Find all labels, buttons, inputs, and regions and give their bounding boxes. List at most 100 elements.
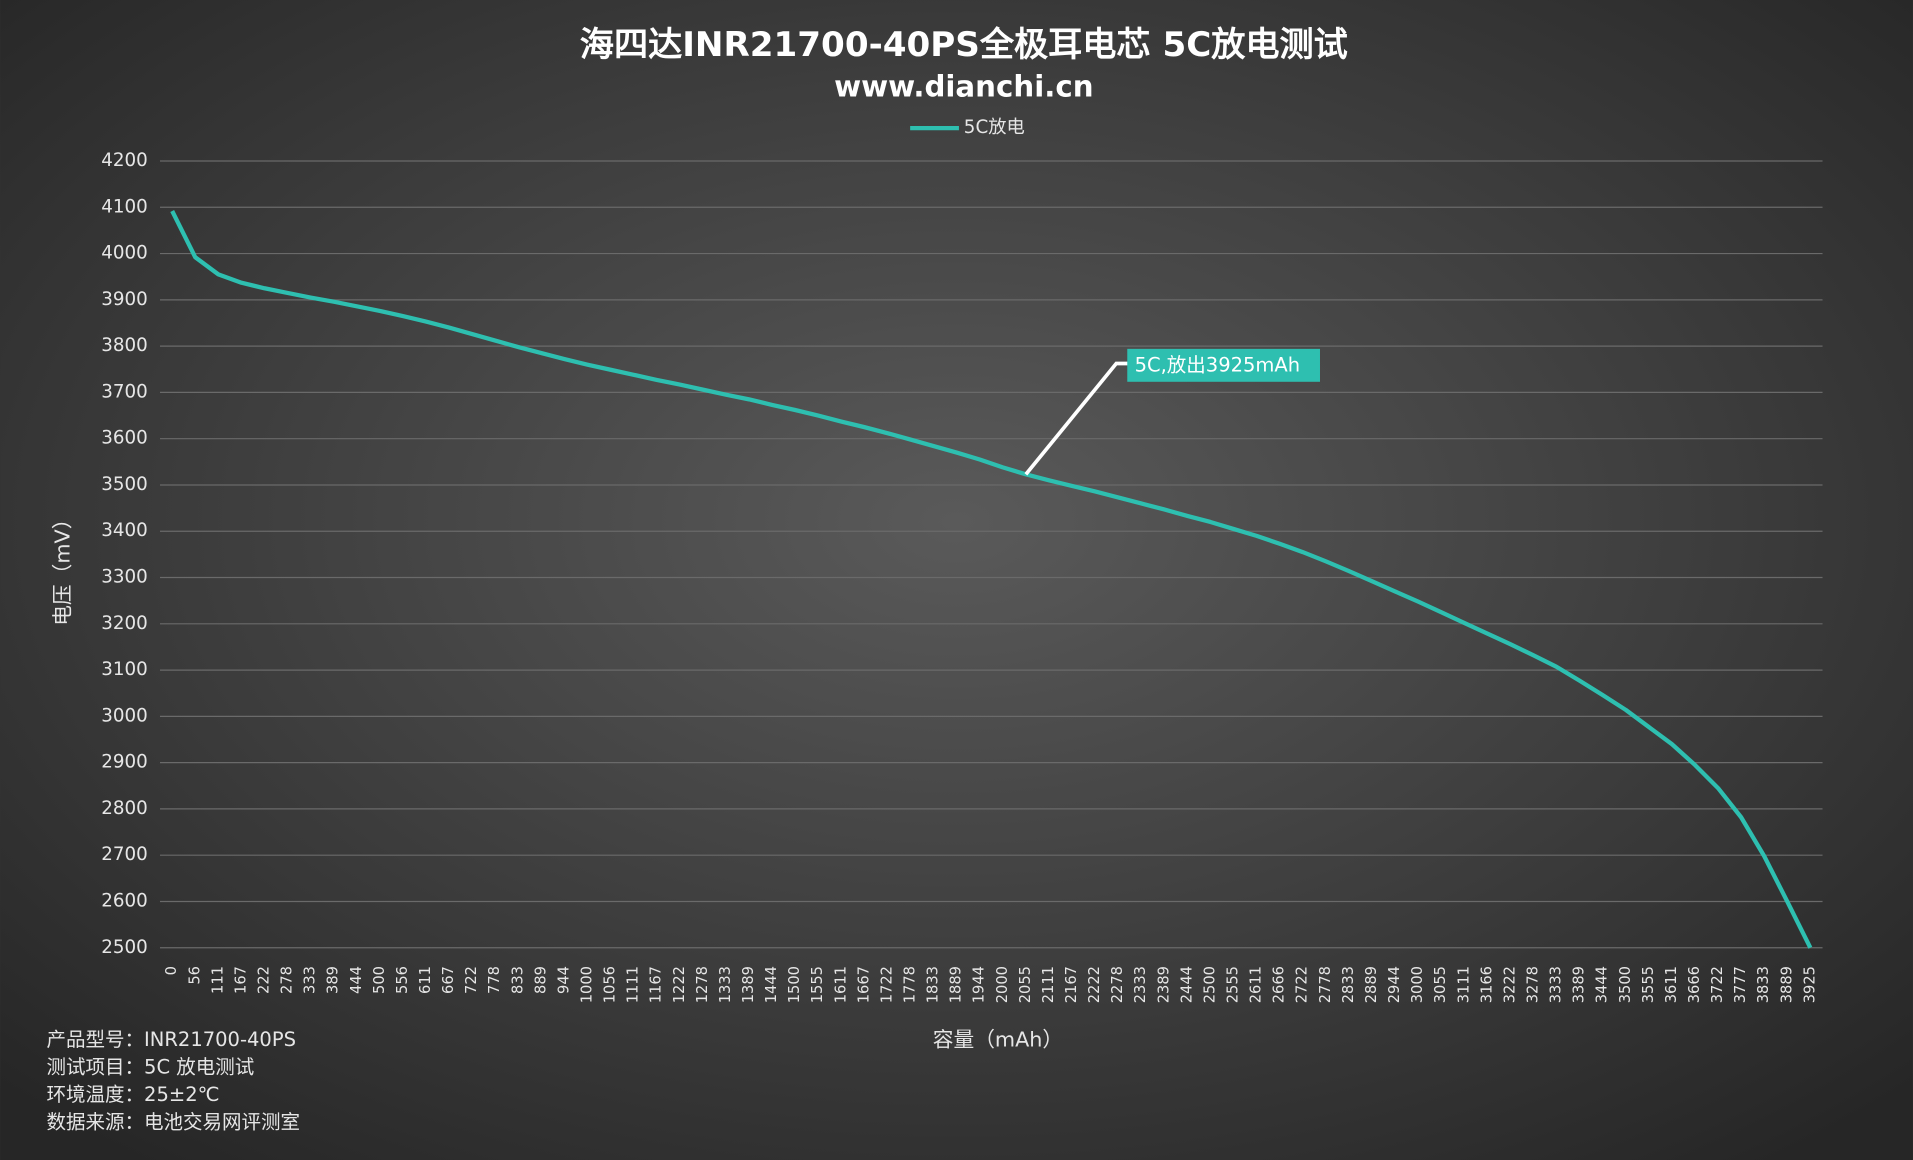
x-tick-label: 3777: [1732, 966, 1749, 1003]
y-tick-label: 3300: [101, 567, 148, 588]
x-tick-label: 2778: [1317, 966, 1334, 1003]
x-tick-label: 944: [555, 966, 572, 994]
x-tick-label: 1389: [740, 966, 757, 1003]
x-tick-label: 1500: [786, 966, 803, 1003]
y-tick-label: 4000: [101, 243, 148, 264]
y-tick-label: 3800: [101, 335, 148, 356]
x-tick-label: 3389: [1571, 966, 1588, 1003]
x-tick-label: 1722: [878, 966, 895, 1003]
y-tick-label: 3600: [101, 428, 148, 449]
y-tick-label: 2900: [101, 752, 148, 773]
x-tick-label: 1778: [902, 966, 919, 1003]
x-tick-label: 556: [394, 966, 411, 994]
x-tick-label: 2611: [1248, 966, 1265, 1003]
x-tick-label: 1222: [671, 966, 688, 1003]
x-tick-label: 2333: [1132, 966, 1149, 1003]
x-tick-label: 3055: [1432, 966, 1449, 1003]
y-tick-label: 2800: [101, 798, 148, 819]
x-tick-label: 3222: [1501, 966, 1518, 1003]
x-tick-label: 3111: [1455, 966, 1472, 1003]
x-tick-label: 222: [255, 966, 272, 994]
x-tick-label: 1000: [578, 966, 595, 1003]
y-tick-label: 2600: [101, 890, 148, 911]
chart-title: 海四达INR21700-40PS全极耳电芯 5C放电测试: [580, 25, 1348, 65]
y-tick-label: 4200: [101, 150, 148, 171]
x-tick-label: 3333: [1548, 966, 1565, 1003]
y-tick-label: 3500: [101, 474, 148, 495]
x-tick-label: 2833: [1340, 966, 1357, 1003]
x-tick-label: 1889: [948, 966, 965, 1003]
x-tick-label: 2500: [1201, 966, 1218, 1003]
chart-subtitle: www.dianchi.cn: [834, 69, 1093, 103]
x-tick-label: 389: [325, 966, 342, 994]
x-tick-label: 833: [509, 966, 526, 994]
x-tick-label: 0: [163, 966, 180, 975]
x-tick-label: 1667: [855, 966, 872, 1003]
x-tick-label: 167: [232, 966, 249, 994]
x-tick-label: 1444: [763, 966, 780, 1003]
x-tick-label: 1056: [602, 966, 619, 1003]
x-tick-label: 2722: [1294, 966, 1311, 1003]
x-tick-label: 333: [302, 966, 319, 994]
x-tick-label: 1278: [694, 966, 711, 1003]
data-line: [170, 210, 1813, 949]
x-tick-label: 3278: [1524, 966, 1541, 1003]
annotation-leader: [1024, 361, 1129, 476]
x-tick-label: 111: [209, 966, 226, 994]
x-tick-label: 722: [463, 966, 480, 994]
x-tick-label: 3925: [1801, 966, 1818, 1003]
x-tick-label: 3889: [1778, 966, 1795, 1003]
x-tick-label: 2555: [1225, 966, 1242, 1003]
x-tick-label: 3000: [1409, 966, 1426, 1003]
x-tick-label: 2389: [1155, 966, 1172, 1003]
x-tick-label: 2666: [1271, 966, 1288, 1003]
x-tick-label: 889: [532, 966, 549, 994]
y-tick-label: 4100: [101, 196, 148, 217]
y-tick-label: 3200: [101, 613, 148, 634]
footnote: 数据来源：电池交易网评测室: [47, 1110, 301, 1133]
x-tick-label: 2889: [1363, 966, 1380, 1003]
x-tick-label: 1555: [809, 966, 826, 1003]
annotation-box: [1127, 348, 1320, 382]
x-tick-label: 56: [186, 966, 203, 985]
x-tick-label: 3666: [1686, 966, 1703, 1003]
x-tick-label: 1167: [648, 966, 665, 1003]
x-axis-label: 容量（mAh）: [933, 1027, 1063, 1051]
annotation-text: 5C,放出3925mAh: [1135, 353, 1301, 376]
legend-label: 5C放电: [964, 117, 1025, 138]
x-tick-label: 2055: [1017, 966, 1034, 1003]
x-tick-label: 500: [371, 966, 388, 994]
x-tick-label: 2167: [1063, 966, 1080, 1003]
x-tick-label: 2444: [1178, 966, 1195, 1003]
x-tick-label: 1611: [832, 966, 849, 1003]
x-tick-label: 278: [279, 966, 296, 994]
footnote: 环境温度：25±2℃: [47, 1083, 220, 1106]
footnote: 产品型号：INR21700-40PS: [47, 1028, 296, 1051]
x-tick-label: 3611: [1663, 966, 1680, 1003]
x-tick-label: 3444: [1594, 966, 1611, 1003]
x-tick-label: 778: [486, 966, 503, 994]
x-tick-label: 1944: [971, 966, 988, 1003]
x-tick-label: 3833: [1755, 966, 1772, 1003]
y-tick-label: 3000: [101, 705, 148, 726]
x-tick-label: 3722: [1709, 966, 1726, 1003]
x-tick-label: 1333: [717, 966, 734, 1003]
x-tick-label: 1833: [925, 966, 942, 1003]
x-tick-label: 2000: [994, 966, 1011, 1003]
y-tick-label: 3100: [101, 659, 148, 680]
x-tick-label: 2111: [1040, 966, 1057, 1003]
x-tick-label: 444: [348, 966, 365, 994]
legend: 5C放电: [910, 117, 1025, 138]
x-tick-label: 2222: [1086, 966, 1103, 1003]
y-tick-label: 3700: [101, 381, 148, 402]
x-tick-label: 2278: [1109, 966, 1126, 1003]
x-tick-label: 3500: [1617, 966, 1634, 1003]
x-tick-label: 3166: [1478, 966, 1495, 1003]
y-tick-label: 2500: [101, 937, 148, 958]
footnote: 测试项目：5C 放电测试: [47, 1055, 255, 1078]
x-tick-label: 2944: [1386, 966, 1403, 1003]
y-axis-label: 电压（mV）: [51, 509, 75, 626]
x-tick-label: 3555: [1640, 966, 1657, 1003]
